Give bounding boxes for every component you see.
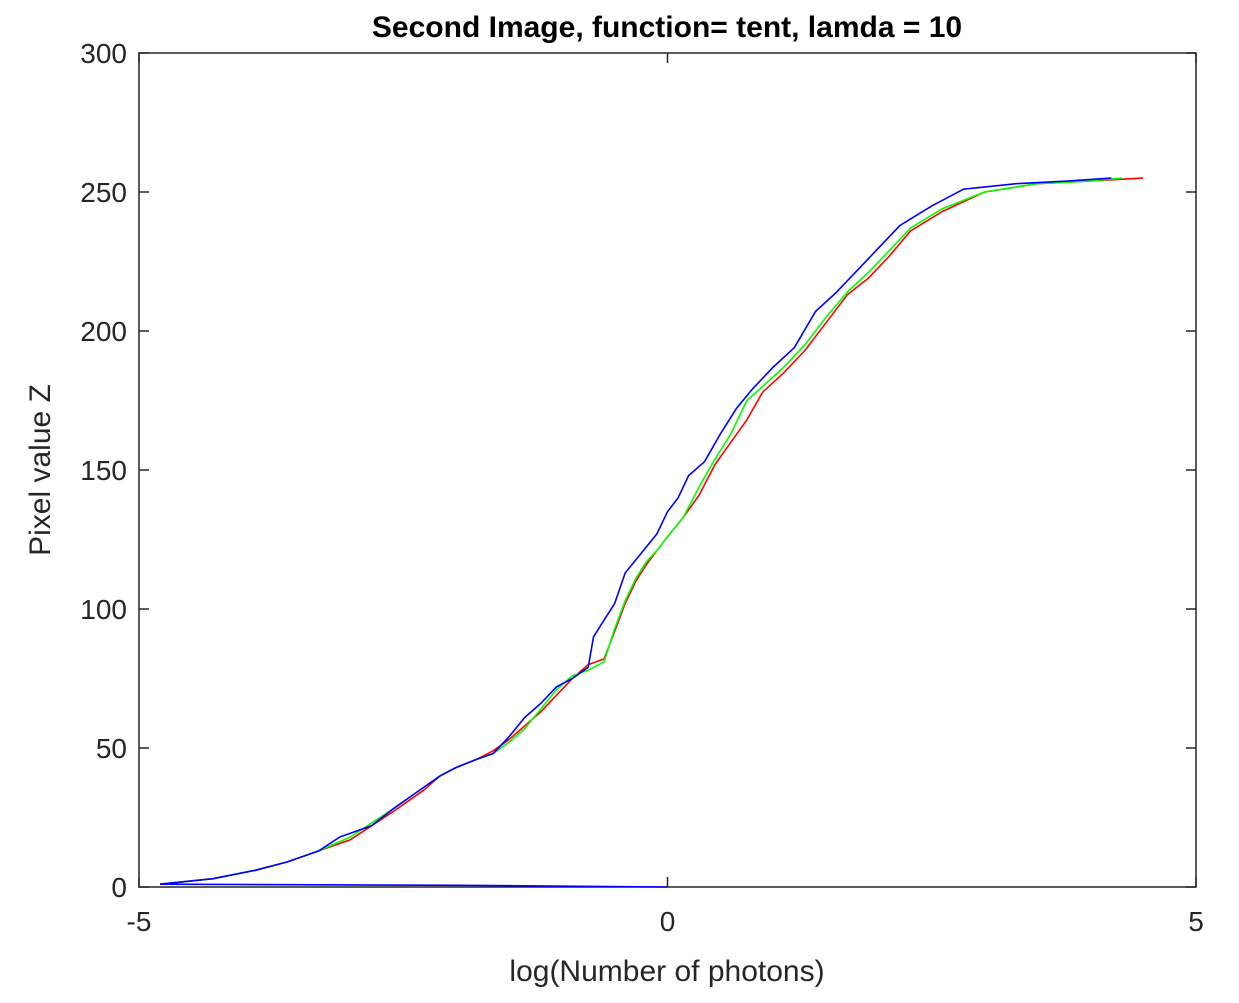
x-tick-label: 5 xyxy=(1188,906,1204,937)
plot-area xyxy=(138,52,1197,888)
x-tick-label: 0 xyxy=(660,906,676,937)
series-line-2 xyxy=(160,177,1112,885)
y-tick-label: 300 xyxy=(80,38,127,69)
y-tick-label: 200 xyxy=(80,316,127,347)
chart-title: Second Image, function= tent, lamda = 10 xyxy=(372,11,962,44)
x-tick-label: -5 xyxy=(127,906,152,937)
y-tick-label: 50 xyxy=(96,733,127,764)
x-axis-label: log(Number of photons) xyxy=(509,955,824,988)
y-tick-label: 150 xyxy=(80,455,127,486)
series-layer xyxy=(160,177,1144,888)
y-tick-label: 250 xyxy=(80,177,127,208)
y-tick-label: 0 xyxy=(111,872,127,903)
series-line-3 xyxy=(160,883,668,888)
series-line-0 xyxy=(160,177,1144,885)
y-axis-label: Pixel value Z xyxy=(24,384,57,556)
y-tick-label: 100 xyxy=(80,594,127,625)
